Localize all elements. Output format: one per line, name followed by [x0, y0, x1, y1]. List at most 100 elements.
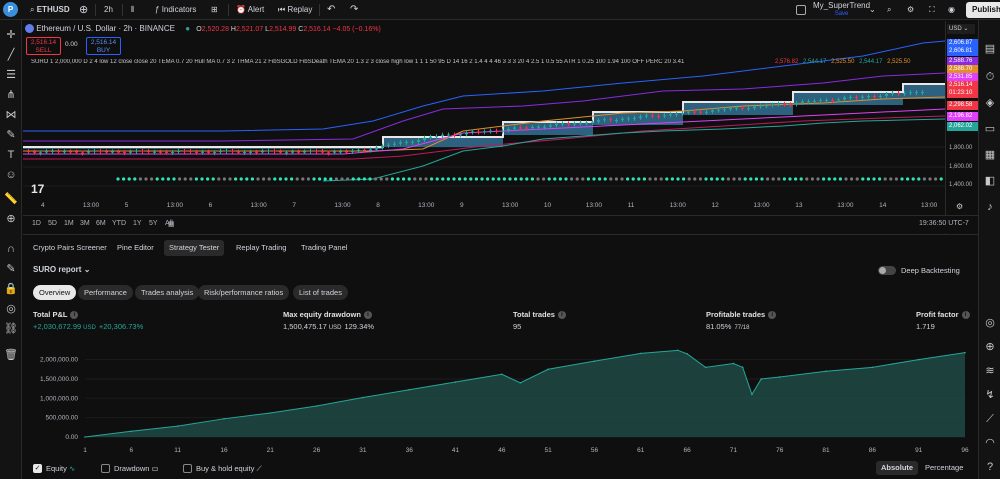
help-icon[interactable]: ? — [986, 461, 994, 473]
horizontal-lines-icon[interactable]: ☰ — [6, 69, 16, 81]
templates-icon[interactable]: ⊞ — [211, 5, 218, 14]
link-icon[interactable]: ⛓ — [4, 323, 18, 335]
candle — [393, 143, 396, 145]
percentage-toggle[interactable]: Percentage — [925, 463, 964, 472]
range-button[interactable]: 5D — [48, 220, 57, 227]
range-button[interactable]: 3M — [80, 220, 90, 227]
chart-type-icon[interactable]: ⫴ — [131, 5, 135, 14]
publish-button[interactable]: Publish — [966, 2, 1000, 18]
chevron-down-icon[interactable]: ⌄ — [869, 5, 876, 14]
range-button[interactable]: All — [165, 220, 173, 227]
broadcast-icon[interactable]: ◠ — [985, 437, 995, 449]
replay-button[interactable]: ⏮ Replay — [278, 5, 313, 14]
report-subtab[interactable]: List of trades — [293, 285, 348, 300]
strategy-icon[interactable]: ≋ — [985, 365, 995, 377]
range-button[interactable]: 5Y — [149, 220, 158, 227]
emoji-icon[interactable]: ☺ — [5, 169, 17, 181]
plus-circle-icon[interactable]: ⊕ — [985, 341, 995, 353]
user-avatar[interactable]: P — [3, 2, 18, 17]
clock-label[interactable]: 19:36:50 UTC-7 — [919, 220, 969, 227]
watchlist-icon[interactable]: ▤ — [984, 43, 996, 55]
info-icon[interactable]: i — [70, 311, 79, 320]
scale-settings-icon[interactable]: ⚙ — [956, 202, 964, 211]
patterns-icon[interactable]: ⋈ — [5, 109, 17, 121]
indicator-legend[interactable]: SURO 1 2,000,000 D 2 4 low 12 close clos… — [31, 59, 685, 65]
undo-icon[interactable]: ↶ — [327, 4, 336, 15]
trend-line-icon[interactable]: ╱ — [7, 49, 15, 61]
absolute-toggle[interactable]: Absolute — [876, 461, 919, 475]
deep-backtesting-toggle[interactable] — [878, 266, 896, 275]
candle — [351, 151, 354, 153]
lock-icon[interactable]: 🔒 — [4, 283, 18, 295]
report-title[interactable]: SURO report ⌄ — [33, 265, 91, 274]
range-button[interactable]: 6M — [96, 220, 106, 227]
range-button[interactable]: YTD — [112, 220, 126, 227]
range-button[interactable]: 1D — [32, 220, 41, 227]
zoom-icon[interactable]: ⊕ — [6, 213, 16, 225]
eye-icon[interactable]: ◎ — [6, 303, 16, 315]
panel-tab[interactable]: Trading Panel — [301, 243, 348, 252]
pitchfork-icon[interactable]: ⋔ — [6, 89, 16, 101]
range-button[interactable]: 1Y — [133, 220, 142, 227]
panel-tab[interactable]: Replay Trading — [236, 243, 287, 252]
buyhold-checkbox[interactable] — [183, 464, 192, 473]
text-icon[interactable]: T — [7, 149, 15, 161]
info-icon[interactable]: i — [961, 311, 970, 320]
equity-checkbox[interactable]: ✓ — [33, 464, 42, 473]
x-tick-label: 71 — [730, 447, 738, 454]
alert-button[interactable]: ⏰ Alert — [236, 5, 265, 14]
info-icon[interactable]: i — [768, 311, 777, 320]
equity-line — [84, 349, 966, 438]
brush-icon[interactable]: ✎ — [6, 129, 16, 141]
drawdown-checkbox[interactable] — [101, 464, 110, 473]
info-icon[interactable]: i — [557, 311, 566, 320]
indicators-button[interactable]: ƒ Indicators — [155, 5, 197, 14]
buy-button[interactable]: 2,516.14 BUY — [86, 37, 121, 55]
chart-title[interactable]: Ethereum / U.S. Dollar · 2h · BINANCE — [36, 24, 175, 33]
target-icon[interactable]: ◎ — [985, 317, 995, 329]
panel-tab[interactable]: Strategy Tester — [164, 240, 225, 256]
info-icon[interactable]: i — [363, 311, 372, 320]
layout-icon[interactable] — [796, 5, 806, 15]
ruler-icon[interactable]: 📏 — [4, 193, 18, 205]
sell-button[interactable]: 2,516.14 SELL — [26, 37, 61, 55]
candle — [819, 100, 822, 102]
redo-icon[interactable]: ↷ — [350, 4, 359, 15]
report-subtab[interactable]: Performance — [78, 285, 133, 300]
settings-icon[interactable]: ⚙ — [907, 5, 915, 14]
chart-tool-icon[interactable]: ↯ — [985, 389, 995, 401]
chat-icon[interactable]: ▭ — [984, 123, 996, 135]
report-subtab[interactable]: Trades analysis — [135, 285, 200, 300]
calendar-range-icon[interactable]: ▦ — [168, 221, 175, 228]
add-symbol-icon[interactable]: ⊕ — [79, 4, 89, 16]
crosshair-icon[interactable]: ✛ — [6, 29, 16, 41]
symbol-search[interactable]: ⌕ ETHUSD — [30, 5, 70, 14]
panel-tab[interactable]: Pine Editor — [117, 243, 154, 252]
time-tick: 7 — [292, 202, 297, 209]
panel-tab[interactable]: Crypto Pairs Screener — [33, 243, 107, 252]
magnet-icon[interactable]: ∩ — [7, 243, 15, 255]
ideas-icon[interactable]: ◧ — [984, 175, 996, 187]
trash-icon[interactable]: 🗑 — [4, 349, 18, 361]
signal-dot — [284, 177, 288, 181]
camera-icon[interactable]: ◉ — [948, 5, 955, 14]
layout-name[interactable]: My_SuperTrend Save — [813, 1, 871, 17]
alerts-clock-icon[interactable]: ⏱ — [985, 71, 995, 83]
interval-button[interactable]: 2h — [104, 5, 113, 14]
quick-search-icon[interactable]: ⌕ — [887, 5, 892, 14]
currency-select[interactable]: USD ⌄ — [947, 24, 975, 34]
equity-chart[interactable]: 2,000,000.00 1,500,000.00 1,000,000.00 500,… — [23, 235, 978, 460]
price-scale[interactable]: USD ⌄ 2,606.87 2,606.81 2,588.76 2,588.70 2,… — [945, 21, 978, 234]
metric-label: Max equity drawdown i — [283, 310, 372, 320]
calendar-icon[interactable]: ▦ — [984, 149, 996, 161]
lock-draw-icon[interactable]: ✎ — [6, 263, 16, 275]
layers-icon[interactable]: ◈ — [985, 97, 995, 109]
candle — [159, 151, 162, 153]
notifications-icon[interactable]: ♪ — [987, 201, 993, 213]
range-button[interactable]: 1M — [64, 220, 74, 227]
price-chart[interactable]: 17 Ethereum / U.S. Dollar · 2h · BINANCE… — [23, 21, 945, 234]
report-subtab[interactable]: Risk/performance ratios — [198, 285, 290, 300]
pine-icon[interactable]: ⟋ — [986, 413, 994, 425]
report-subtab[interactable]: Overview — [33, 285, 77, 300]
fullscreen-icon[interactable]: ⛶ — [929, 5, 935, 14]
